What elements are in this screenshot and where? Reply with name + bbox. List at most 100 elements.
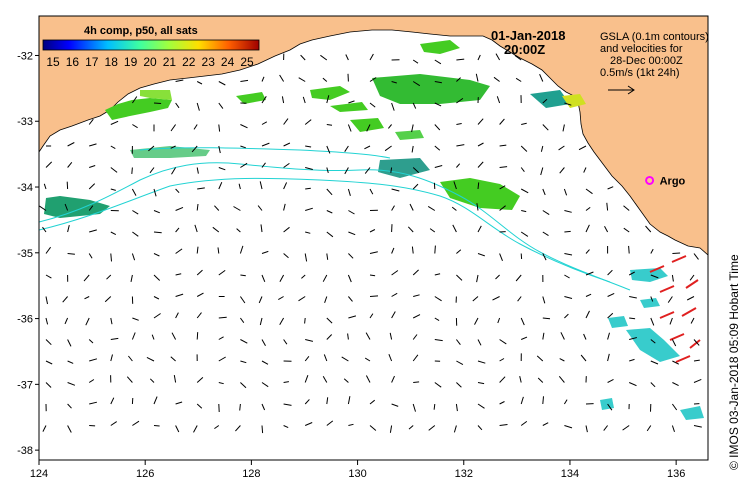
velocity-vector xyxy=(305,167,313,170)
velocity-vector xyxy=(149,378,155,383)
velocity-vector xyxy=(475,73,479,82)
velocity-vector xyxy=(428,425,436,431)
velocity-vector xyxy=(240,274,246,277)
velocity-vector xyxy=(132,420,140,426)
velocity-vector xyxy=(686,296,695,301)
velocity-vector xyxy=(563,399,568,405)
velocity-vector xyxy=(456,77,461,82)
velocity-vector xyxy=(689,274,695,281)
velocity-vector xyxy=(607,312,614,319)
velocity-vector xyxy=(261,425,264,434)
velocity-vector xyxy=(110,231,117,236)
velocity-vector xyxy=(585,293,592,297)
velocity-vector xyxy=(499,253,503,261)
velocity-vector xyxy=(408,425,414,430)
velocity-vector xyxy=(175,312,179,319)
velocity-vector xyxy=(347,274,352,283)
y-axis: -32 -33 -34 -35 -36 -37 -38 xyxy=(17,50,39,457)
velocity-vector xyxy=(320,54,328,61)
velocity-vector xyxy=(283,118,289,125)
velocity-vector xyxy=(305,231,311,234)
velocity-vector xyxy=(261,360,269,365)
velocity-vector xyxy=(45,339,52,346)
velocity-vector xyxy=(305,207,313,211)
velocity-vector xyxy=(391,205,395,211)
velocity-vector xyxy=(196,312,202,319)
velocity-vector xyxy=(369,53,374,61)
velocity-vector xyxy=(451,206,457,211)
velocity-vector xyxy=(499,424,508,426)
x-tick-label: 128 xyxy=(242,468,260,480)
velocity-vector xyxy=(193,425,198,433)
velocity-vector xyxy=(239,296,246,304)
velocity-vector xyxy=(671,403,678,411)
gsla-line-3: 28-Dec 00:00Z xyxy=(610,55,683,67)
velocity-vector xyxy=(343,378,349,383)
velocity-vector xyxy=(477,339,482,346)
colorbar-tick-label: 16 xyxy=(66,55,80,69)
plot-frame xyxy=(38,15,709,461)
velocity-vector xyxy=(348,210,355,215)
velocity-vector xyxy=(279,74,285,82)
velocity-vector xyxy=(89,229,97,233)
velocity-vector xyxy=(564,102,572,106)
velocity-vector xyxy=(536,355,544,362)
velocity-vector xyxy=(175,206,184,211)
velocity-vector xyxy=(88,118,94,125)
velocity-vector xyxy=(434,339,443,342)
velocity-vector xyxy=(558,145,565,151)
velocity-vector xyxy=(218,145,221,154)
velocity-vector xyxy=(175,273,182,276)
velocity-vector xyxy=(477,382,485,385)
velocity-vector xyxy=(537,377,544,383)
velocity-vector xyxy=(348,315,357,319)
velocity-vector xyxy=(259,181,263,190)
velocity-vector xyxy=(693,339,700,346)
velocity-vector xyxy=(132,124,138,129)
velocity-vector xyxy=(85,317,90,326)
velocity-vector xyxy=(110,120,119,125)
velocity-vector xyxy=(305,422,313,426)
velocity-vector xyxy=(128,355,133,362)
velocity-vector xyxy=(279,274,285,283)
velocity-vector xyxy=(279,317,285,326)
velocity-vector xyxy=(558,375,565,383)
velocity-vector xyxy=(389,332,393,340)
velocity-vector xyxy=(67,339,72,347)
velocity-vector xyxy=(580,354,587,362)
velocity-vector xyxy=(239,245,244,254)
velocity-vector xyxy=(412,269,419,276)
velocity-vector xyxy=(326,95,330,104)
velocity-vector xyxy=(539,73,544,82)
y-tick-label: -34 xyxy=(17,182,33,194)
velocity-vector xyxy=(585,249,590,254)
velocity-vector xyxy=(348,231,356,236)
velocity-vector xyxy=(434,145,441,151)
velocity-vector xyxy=(585,310,590,319)
velocity-vector xyxy=(628,382,637,387)
velocity-vector xyxy=(170,145,176,149)
velocity-vector xyxy=(645,225,652,233)
velocity-vector xyxy=(283,339,288,345)
velocity-vector xyxy=(131,188,137,196)
velocity-vector xyxy=(540,167,544,176)
velocity-vector xyxy=(622,425,630,431)
velocity-vector xyxy=(278,296,284,301)
velocity-vector xyxy=(191,145,198,153)
velocity-vector xyxy=(521,336,528,340)
colorbar-title: 4h comp, p50, all sats xyxy=(84,25,198,37)
velocity-vector xyxy=(369,399,376,405)
velocity-vector xyxy=(650,296,654,302)
gsla-line-2: and velocities for xyxy=(600,43,683,55)
velocity-vector xyxy=(130,274,133,282)
velocity-vector xyxy=(369,274,376,277)
velocity-vector xyxy=(477,425,483,431)
velocity-vector xyxy=(153,210,160,214)
velocity-vector xyxy=(261,76,265,82)
velocity-vector xyxy=(434,81,442,84)
cyan-patches xyxy=(600,268,704,420)
velocity-vector xyxy=(623,205,630,211)
velocity-vector xyxy=(341,356,349,362)
velocity-vector xyxy=(564,296,573,299)
velocity-vector xyxy=(499,118,505,125)
